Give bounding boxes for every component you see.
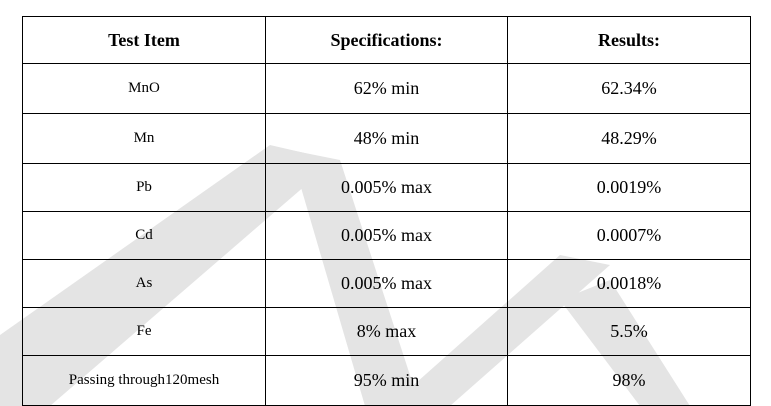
- item-cell: Passing through120mesh: [22, 355, 266, 406]
- spec-cell: 95% min: [265, 355, 508, 406]
- item-cell: MnO: [22, 63, 266, 114]
- header-row: Test Item Specifications: Results:: [22, 16, 751, 64]
- result-cell: 0.0018%: [507, 259, 751, 308]
- spec-cell: 48% min: [265, 113, 508, 164]
- item-cell: Pb: [22, 163, 266, 212]
- spec-cell: 62% min: [265, 63, 508, 114]
- data-row: Pb 0.005% max 0.0019%: [22, 163, 751, 212]
- spec-cell: 0.005% max: [265, 211, 508, 260]
- item-cell: Cd: [22, 211, 266, 260]
- header-cell: Test Item: [22, 16, 266, 64]
- item-cell: As: [22, 259, 266, 308]
- result-cell: 62.34%: [507, 63, 751, 114]
- data-row: Cd 0.005% max 0.0007%: [22, 211, 751, 260]
- header-cell: Results:: [507, 16, 751, 64]
- spec-table: Test Item Specifications: Results: MnO 62…: [22, 16, 751, 406]
- result-cell: 0.0007%: [507, 211, 751, 260]
- data-row: MnO 62% min 62.34%: [22, 63, 751, 114]
- data-row: As 0.005% max 0.0018%: [22, 259, 751, 308]
- data-row: Fe 8% max 5.5%: [22, 307, 751, 356]
- spec-cell: 0.005% max: [265, 259, 508, 308]
- result-cell: 98%: [507, 355, 751, 406]
- result-cell: 0.0019%: [507, 163, 751, 212]
- spec-cell: 0.005% max: [265, 163, 508, 212]
- result-cell: 5.5%: [507, 307, 751, 356]
- header-cell: Specifications:: [265, 16, 508, 64]
- result-cell: 48.29%: [507, 113, 751, 164]
- item-cell: Fe: [22, 307, 266, 356]
- data-row: Mn 48% min 48.29%: [22, 113, 751, 164]
- spec-cell: 8% max: [265, 307, 508, 356]
- item-cell: Mn: [22, 113, 266, 164]
- data-row: Passing through120mesh 95% min 98%: [22, 355, 751, 406]
